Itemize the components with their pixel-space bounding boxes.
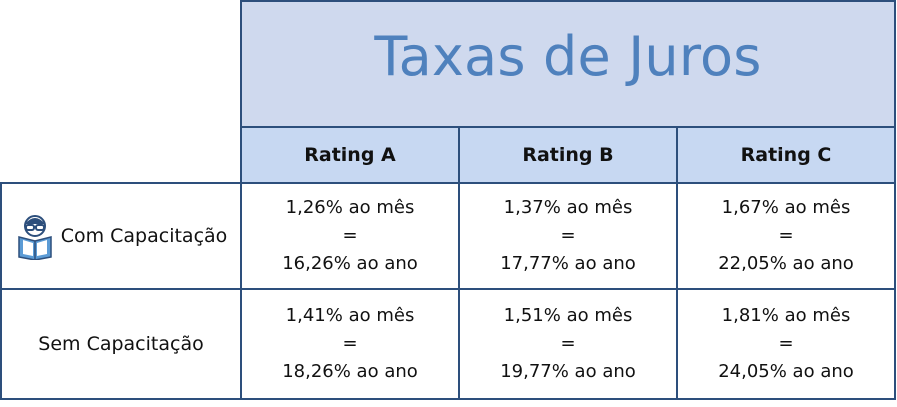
row-label-com-capacitacao-cell: Com Capacitação — [0, 182, 242, 290]
rate-cell-sem-rating-b: 1,51% ao mês = 19,77% ao ano — [458, 288, 678, 400]
rate-cell-com-rating-c: 1,67% ao mês = 22,05% ao ano — [676, 182, 896, 290]
yearly-rate: 24,05% ao ano — [718, 361, 854, 382]
equals-sign: = — [342, 333, 358, 354]
monthly-rate: 1,41% ao mês — [285, 305, 415, 326]
rate-cell-sem-rating-a: 1,41% ao mês = 18,26% ao ano — [240, 288, 460, 400]
yearly-rate: 17,77% ao ano — [500, 253, 636, 274]
table-title: Taxas de Juros — [374, 24, 762, 88]
monthly-rate: 1,26% ao mês — [285, 197, 415, 218]
reader-icon — [17, 215, 52, 260]
column-header-rating-c: Rating C — [676, 126, 896, 184]
column-header-rating-b: Rating B — [458, 126, 678, 184]
equals-sign: = — [342, 225, 358, 246]
equals-sign: = — [560, 333, 576, 354]
row-label-sem-capacitacao-cell: Sem Capacitação — [0, 288, 242, 400]
yearly-rate: 22,05% ao ano — [718, 253, 854, 274]
row-label-wrapper: Com Capacitação — [15, 212, 228, 260]
rate-cell-com-rating-b: 1,37% ao mês = 17,77% ao ano — [458, 182, 678, 290]
row-label-com-capacitacao: Com Capacitação — [60, 225, 228, 247]
column-header-rating-a: Rating A — [240, 126, 460, 184]
equals-sign: = — [778, 333, 794, 354]
equals-sign: = — [778, 225, 794, 246]
monthly-rate: 1,51% ao mês — [503, 305, 633, 326]
monthly-rate: 1,67% ao mês — [721, 197, 851, 218]
monthly-rate: 1,81% ao mês — [721, 305, 851, 326]
rate-cell-com-rating-a: 1,26% ao mês = 16,26% ao ano — [240, 182, 460, 290]
yearly-rate: 19,77% ao ano — [500, 361, 636, 382]
monthly-rate: 1,37% ao mês — [503, 197, 633, 218]
yearly-rate: 18,26% ao ano — [282, 361, 418, 382]
yearly-rate: 16,26% ao ano — [282, 253, 418, 274]
row-label-sem-capacitacao: Sem Capacitação — [38, 333, 204, 355]
table-title-cell: Taxas de Juros — [240, 0, 896, 128]
equals-sign: = — [560, 225, 576, 246]
rate-cell-sem-rating-c: 1,81% ao mês = 24,05% ao ano — [676, 288, 896, 400]
